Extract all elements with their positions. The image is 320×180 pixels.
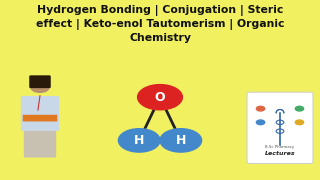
Text: H: H: [176, 134, 186, 147]
Circle shape: [160, 129, 202, 152]
Text: B.Sc Pharmacy: B.Sc Pharmacy: [265, 145, 295, 149]
Circle shape: [31, 82, 49, 92]
FancyBboxPatch shape: [21, 96, 59, 131]
FancyBboxPatch shape: [247, 92, 313, 163]
Circle shape: [118, 129, 160, 152]
Text: O: O: [155, 91, 165, 104]
Circle shape: [295, 120, 304, 125]
Text: Hydrogen Bonding | Conjugation | Steric
effect | Keto-enol Tautomerism | Organic: Hydrogen Bonding | Conjugation | Steric …: [36, 5, 284, 43]
Text: Lectures: Lectures: [265, 151, 295, 156]
Circle shape: [256, 120, 265, 125]
Circle shape: [295, 106, 304, 111]
Circle shape: [138, 85, 182, 110]
Circle shape: [256, 106, 265, 111]
Text: H: H: [134, 134, 144, 147]
FancyBboxPatch shape: [29, 75, 51, 88]
FancyBboxPatch shape: [24, 123, 56, 158]
FancyBboxPatch shape: [23, 115, 57, 122]
